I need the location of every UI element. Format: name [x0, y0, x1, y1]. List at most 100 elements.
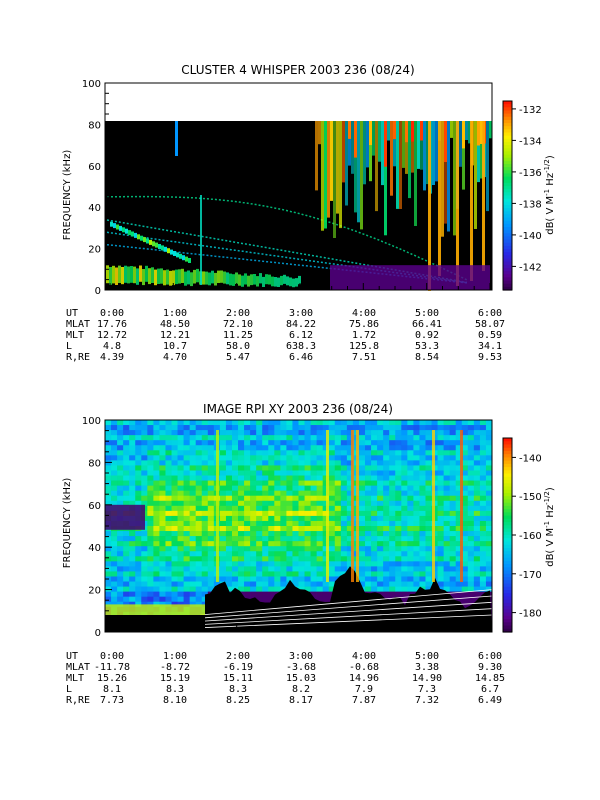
spectrogram-cell	[389, 551, 396, 557]
spectrogram-cell	[183, 505, 190, 512]
spectrogram-cell	[165, 515, 172, 522]
spectrogram-cell	[225, 490, 233, 497]
spectrogram-cell	[141, 445, 148, 451]
spectrogram-cell	[371, 460, 378, 466]
spectrogram-cell	[231, 475, 239, 481]
colorbar-band	[503, 512, 512, 517]
spectrogram-cell	[340, 425, 348, 431]
spectrogram-cell	[117, 531, 124, 537]
spectrogram-cell	[485, 435, 493, 441]
spectrogram-cell	[231, 480, 239, 486]
spectrogram-cell	[419, 571, 426, 577]
spectrogram-cell	[207, 470, 215, 476]
colorbar-band	[503, 612, 512, 617]
spectrogram-cell	[485, 475, 493, 481]
colorbar-band	[503, 233, 512, 238]
panel-title: IMAGE RPI XY 2003 236 (08/24)	[203, 402, 393, 416]
spectrogram-cell	[256, 445, 263, 451]
spectrogram-cell	[365, 551, 372, 557]
emission-cell	[175, 269, 178, 285]
spectrogram-cell	[425, 551, 432, 557]
spectrogram-cell	[117, 490, 124, 497]
spectrogram-cell	[340, 551, 348, 557]
orbit-row-label: L	[66, 684, 72, 695]
spectrogram-cell	[286, 430, 293, 436]
spectrogram-cell	[358, 425, 366, 431]
spectrogram-cell	[207, 435, 215, 441]
spectrogram-cell	[231, 536, 239, 542]
spectrogram-cell	[383, 531, 390, 537]
spectrogram-cell	[377, 465, 384, 471]
spectrogram-cell	[334, 490, 342, 497]
spectrogram-cell	[280, 490, 287, 497]
spectrogram-cell	[383, 536, 390, 542]
spectrogram-cell	[407, 510, 414, 517]
spectrogram-cell	[479, 561, 487, 567]
spectrogram-cell	[171, 531, 178, 537]
spectrogram-cell	[455, 581, 463, 587]
colorbar-band	[503, 214, 512, 219]
spectrogram-cell	[437, 440, 444, 446]
spectrogram-cell	[183, 500, 190, 507]
spectrogram-cell	[147, 581, 154, 587]
spectrogram-cell	[111, 450, 118, 456]
spectrogram-cell	[274, 546, 281, 552]
spectrogram-cell	[195, 510, 203, 517]
spectrogram-cell	[383, 541, 390, 547]
spectrogram-cell	[389, 520, 396, 527]
spectrogram-cell	[310, 571, 317, 577]
colorbar-band	[503, 615, 512, 620]
spectrogram-cell	[201, 551, 209, 557]
orbit-row-label: MLT	[66, 330, 84, 341]
spectrogram-cell	[195, 566, 203, 572]
spectrogram-cell	[147, 505, 154, 512]
spectrogram-cell	[117, 581, 124, 587]
spectrogram-cell	[147, 465, 154, 471]
spectrogram-cell	[262, 485, 269, 491]
spectrogram-cell	[268, 455, 275, 461]
spectrogram-cell	[153, 591, 160, 597]
emission-streak	[200, 195, 202, 285]
spectrogram-cell	[225, 546, 233, 552]
spectrogram-cell	[201, 440, 209, 446]
spectrogram-cell	[346, 546, 354, 552]
spectrogram-cell	[340, 475, 348, 481]
spectrogram-cell	[201, 586, 209, 592]
spectrogram-cell	[340, 510, 348, 517]
spectrogram-cell	[153, 485, 160, 491]
spectrogram-cell	[117, 591, 124, 597]
spectrogram-cell	[455, 566, 463, 572]
spectrogram-cell	[238, 546, 245, 552]
spectrogram-cell	[292, 475, 299, 481]
spectrogram-cell	[377, 430, 384, 436]
spectrogram-cell	[262, 510, 269, 517]
spectrogram-cell	[383, 591, 390, 597]
spectrogram-cell	[201, 490, 209, 497]
spectrogram-cell	[250, 566, 257, 572]
spectrogram-cell	[467, 440, 475, 446]
emission-streak	[477, 121, 480, 146]
orbit-row-value: 8.2	[292, 684, 310, 695]
spectrogram-cell	[141, 596, 148, 603]
spectrogram-cell	[346, 430, 354, 436]
spectrogram-cell	[123, 556, 130, 562]
spectrogram-cell	[316, 470, 323, 476]
spectrogram-cell	[316, 531, 323, 537]
spectrogram-cell	[262, 430, 269, 436]
spectrogram-cell	[389, 480, 396, 486]
colorbar-tick-label: -140	[519, 231, 542, 242]
spectrogram-cell	[383, 475, 390, 481]
spectrogram-cell	[401, 450, 408, 456]
spectrogram-cell	[195, 435, 203, 441]
spectrogram-cell	[201, 541, 209, 547]
spectrogram-cell	[159, 425, 166, 431]
spectrogram-cell	[256, 596, 263, 603]
emission-streak	[315, 121, 318, 191]
spectrogram-cell	[328, 455, 336, 461]
spectrogram-cell	[346, 455, 354, 461]
spectrogram-cell	[117, 430, 124, 436]
spectrogram-cell	[443, 455, 450, 461]
emission-arc	[106, 231, 468, 284]
spectrogram-cell	[383, 505, 390, 512]
spectrogram-cell	[207, 450, 215, 456]
